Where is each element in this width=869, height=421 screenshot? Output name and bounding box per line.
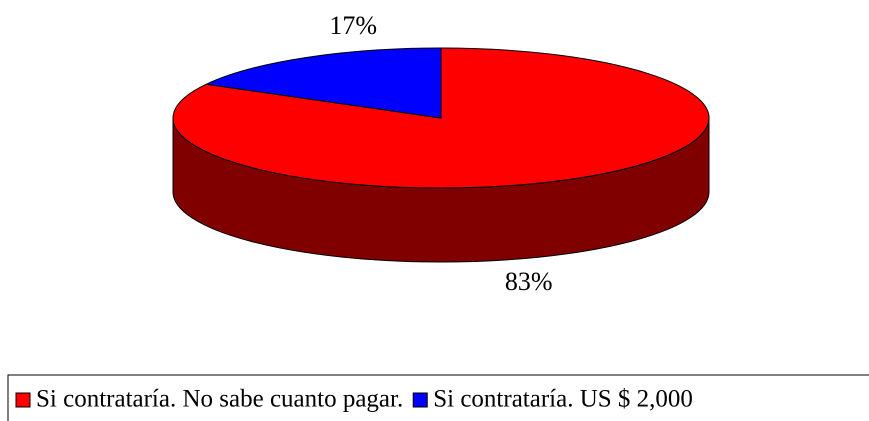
legend-swatch: [15, 392, 31, 408]
legend-label: Si contrataría. US $ 2,000: [433, 386, 693, 413]
data-label: 17%: [329, 11, 377, 40]
pie-slice: [204, 47, 442, 119]
legend-label: Si contrataría. No sabe cuanto pagar.: [36, 386, 403, 413]
legend-swatch: [412, 392, 428, 408]
data-label: 83%: [505, 267, 553, 296]
legend-box: [7, 374, 869, 421]
